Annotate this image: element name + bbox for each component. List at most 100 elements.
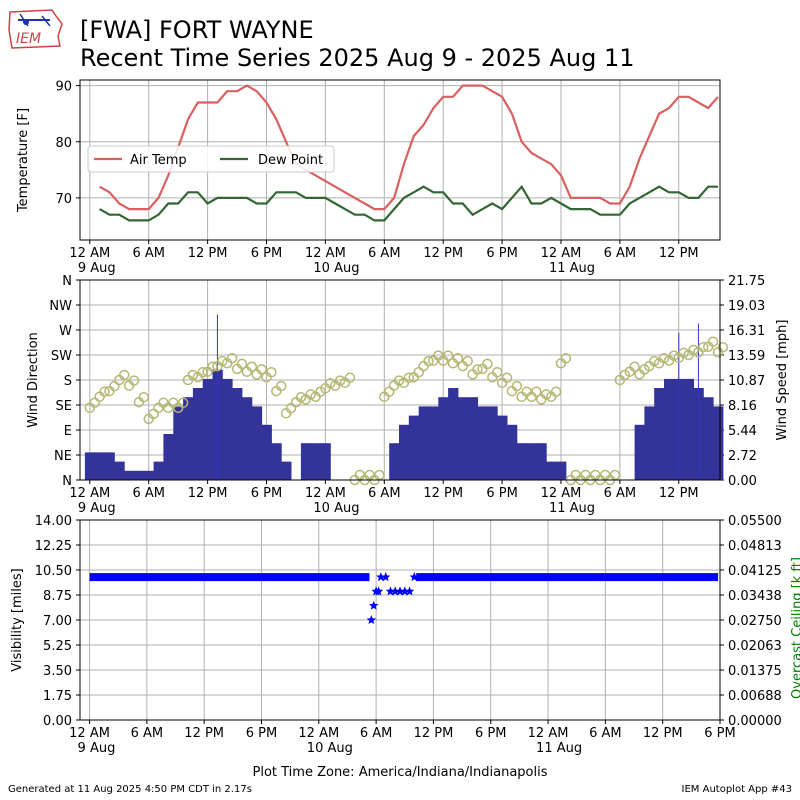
x-tick-label: 6 PM (475, 726, 506, 741)
x-tick-label: 6 AM (604, 246, 637, 261)
y2-tick-label: 0.02750 (728, 614, 782, 629)
visibility-point (400, 586, 410, 596)
wind-speed-bar (546, 461, 557, 480)
wind-direction-point (536, 394, 547, 405)
wind-direction-point (511, 380, 523, 392)
wind-speed-bar (104, 452, 115, 480)
wind-speed-bar (428, 406, 439, 480)
x-tick-date: 10 Aug (313, 261, 359, 276)
y-tick-label: N (62, 274, 72, 289)
x-tick-label: 6 AM (131, 726, 164, 741)
x-tick-date: 10 Aug (307, 741, 353, 756)
wind-direction-point (138, 391, 150, 403)
wind-direction-point (177, 397, 189, 409)
chart-title: [FWA] FORT WAYNE (80, 16, 314, 44)
wind-direction-point (393, 375, 405, 386)
wind-speed-bar (507, 424, 518, 480)
wind-direction-point (452, 353, 464, 364)
y-tick-label: NW (49, 299, 72, 314)
wind-direction-point (236, 358, 248, 370)
wind-speed-bar (281, 461, 292, 480)
x-tick-date: 9 Aug (78, 741, 116, 756)
visibility-point (380, 572, 391, 582)
wind-direction-point (491, 366, 503, 378)
visibility-band (416, 573, 719, 582)
y2-tick-label: 0.04813 (728, 539, 782, 554)
wind-speed-bar (399, 424, 410, 480)
y-axis-label: Wind Direction (26, 332, 41, 428)
visibility-point (366, 615, 377, 624)
wind-direction-point (246, 361, 258, 372)
visibility-band (89, 573, 370, 582)
y-tick-label: 10.50 (35, 564, 72, 579)
x-tick-label: 6 PM (486, 486, 517, 501)
y2-tick-label: 0.02063 (728, 639, 782, 654)
x-tick-label: 12 AM (305, 246, 346, 261)
visibility-point (395, 586, 405, 596)
wind-direction-point (403, 372, 415, 384)
x-tick-label: 6 PM (246, 726, 277, 741)
wind-direction-point (256, 364, 267, 375)
wind-direction-point (128, 375, 140, 386)
wind-speed-bar (222, 378, 233, 480)
x-tick-date: 11 Aug (536, 741, 582, 756)
generated-note: Generated at 11 Aug 2025 4:50 PM CDT in … (8, 784, 252, 795)
y-tick-label: 12.25 (35, 539, 72, 554)
wind-speed-bar (448, 388, 459, 480)
y2-tick-label: 19.03 (728, 299, 765, 314)
x-tick-label: 12 PM (659, 246, 699, 261)
wind-speed-bar (418, 406, 429, 480)
x-tick-label: 6 AM (132, 246, 165, 261)
y-axis-label: Visibility [miles] (10, 568, 25, 671)
wind-direction-point (550, 386, 562, 397)
y-tick-label: W (59, 324, 72, 339)
x-tick-label: 12 PM (659, 486, 699, 501)
y2-tick-label: 0.04125 (728, 564, 782, 579)
wind-direction-point (531, 386, 542, 397)
legend-box (87, 145, 335, 173)
wind-direction-point (442, 350, 454, 361)
y-axis-label: Temperature [F] (16, 108, 31, 213)
y-tick-label: 7.00 (43, 614, 72, 629)
x-tick-date: 11 Aug (549, 501, 595, 516)
x-tick-label: 6 AM (368, 246, 401, 261)
y2-axis-label: Wind Speed [mph] (775, 320, 790, 441)
x-tick-label: 12 AM (541, 486, 582, 501)
wind-speed-bar (389, 443, 400, 480)
y-tick-label: 0.00 (43, 714, 72, 729)
wind-speed-bar (202, 378, 213, 480)
wind-direction-point (413, 366, 424, 378)
wind-direction-point (717, 341, 729, 353)
wind-speed-bar (134, 470, 145, 480)
y2-tick-label: 0.00 (728, 474, 757, 489)
visibility-point (390, 586, 400, 596)
y-tick-label: S (64, 374, 72, 389)
wind-direction-point (99, 386, 110, 397)
wind-speed-bar (556, 461, 567, 480)
wind-direction-point (541, 389, 552, 400)
wind-speed-bar (536, 443, 547, 480)
y-tick-label: 14.00 (35, 514, 72, 529)
wind-direction-point (275, 380, 287, 392)
wind-speed-bar (683, 378, 694, 480)
wind-speed-bar (153, 461, 164, 480)
wind-speed-bar (242, 397, 253, 480)
y2-tick-label: 10.87 (728, 374, 765, 389)
y-tick-label: 5.25 (43, 639, 72, 654)
y2-tick-label: 5.44 (728, 424, 757, 439)
wind-speed-bar (634, 424, 645, 480)
chart-subtitle: Recent Time Series 2025 Aug 9 - 2025 Aug… (80, 44, 635, 72)
x-tick-label: 12 PM (184, 726, 224, 741)
x-tick-label: 6 PM (486, 246, 517, 261)
wind-speed-bar (408, 415, 420, 480)
wind-speed-bar (654, 388, 665, 480)
wind-direction-point (462, 355, 473, 367)
series-line-air-temp (99, 84, 719, 211)
y-tick-label: 1.75 (43, 689, 72, 704)
plot-frame (79, 519, 721, 721)
wind-speed-bar (457, 397, 469, 480)
x-tick-date: 11 Aug (549, 261, 595, 276)
wind-direction-point (648, 355, 660, 367)
x-tick-label: 6 AM (604, 486, 637, 501)
wind-speed-bar (497, 415, 508, 480)
